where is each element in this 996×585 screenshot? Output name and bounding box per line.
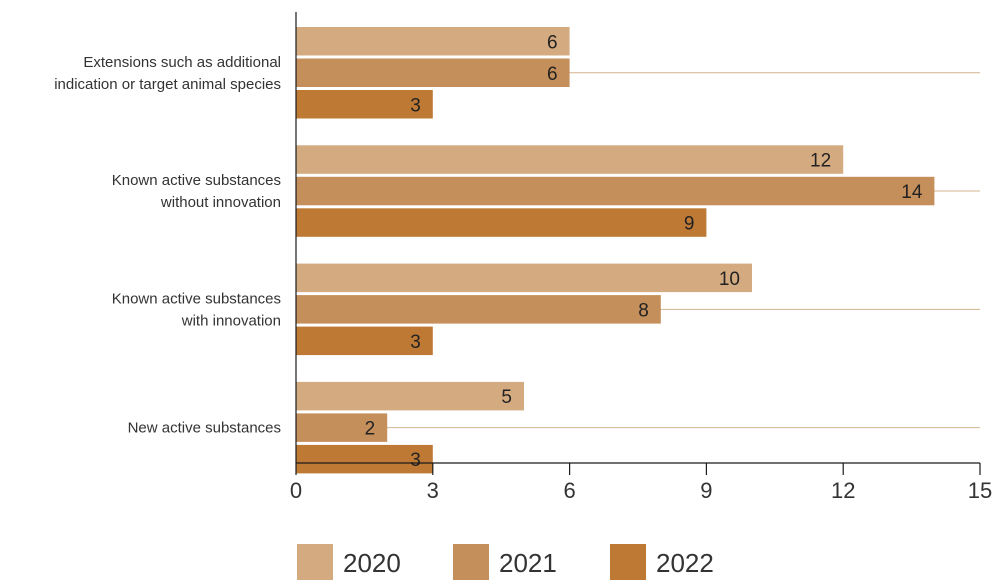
category-labels: Extensions such as additional indication … <box>54 54 281 437</box>
category-label: without innovation <box>160 194 281 211</box>
category-label: Known active substances <box>112 172 281 189</box>
bar-2020 <box>296 27 570 56</box>
data-label: 6 <box>547 32 558 53</box>
data-label: 2 <box>365 419 376 440</box>
bar-2022 <box>296 326 433 356</box>
data-label: 8 <box>638 300 649 321</box>
bar-2020 <box>296 381 524 411</box>
bar-2021 <box>296 176 935 206</box>
x-tick-label: 6 <box>563 478 575 503</box>
category-label: Extensions such as additional <box>83 54 281 71</box>
x-tick-label: 9 <box>700 478 712 503</box>
data-label: 3 <box>410 332 421 353</box>
legend-label: 2020 <box>343 548 401 578</box>
x-tick-label: 0 <box>290 478 302 503</box>
data-label: 12 <box>810 151 831 172</box>
data-label: 6 <box>547 64 558 85</box>
data-label: 10 <box>719 269 740 290</box>
x-tick-label: 3 <box>427 478 439 503</box>
bar-2021 <box>296 58 570 87</box>
data-label: 14 <box>901 182 923 203</box>
category-label: Known active substances <box>112 290 281 307</box>
bar-2021 <box>296 295 661 324</box>
data-label: 3 <box>410 450 421 471</box>
bar-2020 <box>296 145 844 174</box>
x-tick-label: 15 <box>968 478 992 503</box>
data-label: 9 <box>684 214 695 235</box>
legend-label: 2022 <box>656 548 714 578</box>
category-label: indication or target animal species <box>54 76 281 93</box>
legend-label: 2021 <box>499 548 557 578</box>
bar-2020 <box>296 263 752 293</box>
bar-2022 <box>296 208 707 237</box>
bar-2022 <box>296 444 433 474</box>
legend: 2020 2021 2022 <box>297 544 714 580</box>
bar-2022 <box>296 90 433 119</box>
data-label: 3 <box>410 95 421 116</box>
data-label: 5 <box>501 387 512 408</box>
legend-swatch-2021 <box>453 544 489 580</box>
axes: 0 3 6 9 12 15 <box>290 12 992 503</box>
category-label: New active substances <box>128 420 281 437</box>
category-label: with innovation <box>181 312 281 329</box>
x-tick-label: 12 <box>831 478 855 503</box>
legend-swatch-2020 <box>297 544 333 580</box>
gridlines <box>296 72 980 429</box>
legend-swatch-2022 <box>610 544 646 580</box>
bars: 6 6 3 12 14 9 10 8 3 5 2 3 <box>296 27 935 474</box>
bar-2021 <box>296 413 388 442</box>
